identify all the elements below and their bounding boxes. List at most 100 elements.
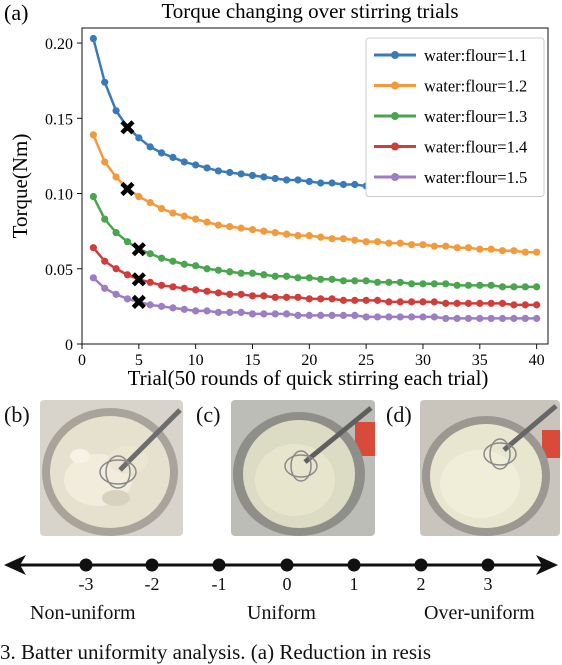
data-point bbox=[362, 296, 370, 304]
data-point bbox=[521, 301, 529, 309]
data-point bbox=[408, 313, 416, 321]
scale-tick-label: 1 bbox=[349, 574, 359, 594]
series-layer bbox=[89, 34, 541, 323]
data-point bbox=[101, 257, 109, 265]
data-point bbox=[226, 168, 234, 177]
data-point bbox=[157, 204, 166, 213]
data-point bbox=[521, 314, 529, 323]
scale-dot bbox=[280, 558, 294, 572]
data-point bbox=[260, 173, 268, 181]
data-point bbox=[101, 215, 109, 223]
scale-tick-label: 0 bbox=[282, 574, 292, 594]
data-point bbox=[203, 307, 211, 315]
data-point bbox=[294, 176, 302, 184]
data-point bbox=[146, 250, 154, 258]
data-point bbox=[305, 177, 313, 186]
data-point bbox=[453, 314, 461, 323]
data-point bbox=[157, 149, 166, 157]
data-point bbox=[498, 247, 507, 255]
data-point bbox=[214, 221, 222, 229]
series-line bbox=[92, 195, 537, 289]
data-point bbox=[498, 283, 507, 291]
data-point bbox=[498, 299, 507, 307]
data-point bbox=[169, 304, 177, 312]
scale-dot bbox=[414, 558, 428, 572]
data-point bbox=[328, 235, 336, 243]
data-point bbox=[180, 284, 188, 292]
data-point bbox=[396, 298, 404, 306]
scale-dots bbox=[79, 558, 495, 572]
scale-dot bbox=[481, 558, 495, 572]
legend-label: water:flour=1.2 bbox=[424, 77, 527, 96]
data-point bbox=[339, 296, 348, 304]
chart-title: Torque changing over stirring trials bbox=[161, 0, 458, 23]
data-point bbox=[294, 274, 302, 282]
data-point bbox=[419, 241, 427, 249]
data-point bbox=[271, 310, 279, 318]
data-point bbox=[294, 311, 302, 320]
marker-x bbox=[120, 120, 135, 135]
data-point bbox=[396, 313, 404, 321]
data-point bbox=[453, 299, 461, 307]
legend-marker bbox=[391, 81, 399, 90]
data-point bbox=[510, 283, 518, 291]
marker-x bbox=[131, 294, 146, 309]
data-point bbox=[476, 281, 484, 289]
data-point bbox=[146, 301, 154, 309]
data-point bbox=[192, 262, 200, 270]
data-point bbox=[430, 242, 438, 250]
data-point bbox=[510, 301, 518, 309]
scale-left-arrow bbox=[4, 555, 26, 575]
data-point bbox=[373, 278, 382, 286]
data-point bbox=[260, 227, 268, 235]
data-point bbox=[169, 209, 177, 217]
data-point bbox=[294, 293, 302, 301]
data-point bbox=[476, 299, 484, 307]
panel-label-d: (d) bbox=[386, 402, 412, 427]
data-point bbox=[317, 295, 325, 303]
scale-tick-label: -1 bbox=[211, 574, 227, 594]
data-point bbox=[203, 164, 211, 172]
data-point bbox=[135, 134, 143, 142]
x-tick-label: 40 bbox=[529, 352, 545, 369]
legend-marker bbox=[391, 112, 399, 120]
panel-label-b: (b) bbox=[4, 402, 30, 427]
data-point bbox=[408, 280, 416, 288]
data-point bbox=[203, 287, 211, 295]
data-point bbox=[430, 298, 438, 306]
torque-chart: (a) Torque changing over stirring trials… bbox=[4, 0, 549, 390]
data-point bbox=[521, 248, 529, 256]
data-point bbox=[339, 311, 348, 320]
data-point bbox=[192, 307, 200, 315]
x-tick-label: 35 bbox=[472, 352, 488, 369]
x-tick-label: 10 bbox=[188, 352, 204, 369]
legend-label: water:flour=1.3 bbox=[424, 107, 527, 126]
data-point bbox=[157, 281, 166, 289]
data-point bbox=[237, 170, 245, 178]
data-point bbox=[339, 277, 348, 285]
plot-frame bbox=[81, 27, 549, 345]
legend-label: water:flour=1.4 bbox=[424, 138, 527, 157]
data-point bbox=[419, 298, 427, 306]
data-point bbox=[442, 280, 450, 288]
x-tick-label: 0 bbox=[78, 352, 86, 369]
batter-photo-over-uniform bbox=[420, 400, 560, 536]
data-point bbox=[112, 265, 120, 273]
data-point bbox=[487, 281, 495, 289]
data-point bbox=[305, 311, 313, 320]
data-point bbox=[328, 295, 336, 303]
data-point bbox=[362, 277, 370, 285]
x-tick-label: 25 bbox=[358, 352, 374, 369]
legend-box bbox=[365, 37, 545, 197]
data-point bbox=[498, 314, 507, 323]
data-point bbox=[408, 241, 416, 249]
data-point bbox=[248, 310, 257, 318]
data-point bbox=[317, 311, 325, 320]
y-tick-label: 0.20 bbox=[45, 36, 73, 53]
data-point bbox=[453, 281, 461, 289]
data-point bbox=[180, 260, 188, 268]
scale-tick-label: 3 bbox=[483, 574, 493, 594]
data-point bbox=[214, 308, 222, 316]
series-line bbox=[92, 276, 537, 320]
legend-marker bbox=[391, 51, 399, 59]
